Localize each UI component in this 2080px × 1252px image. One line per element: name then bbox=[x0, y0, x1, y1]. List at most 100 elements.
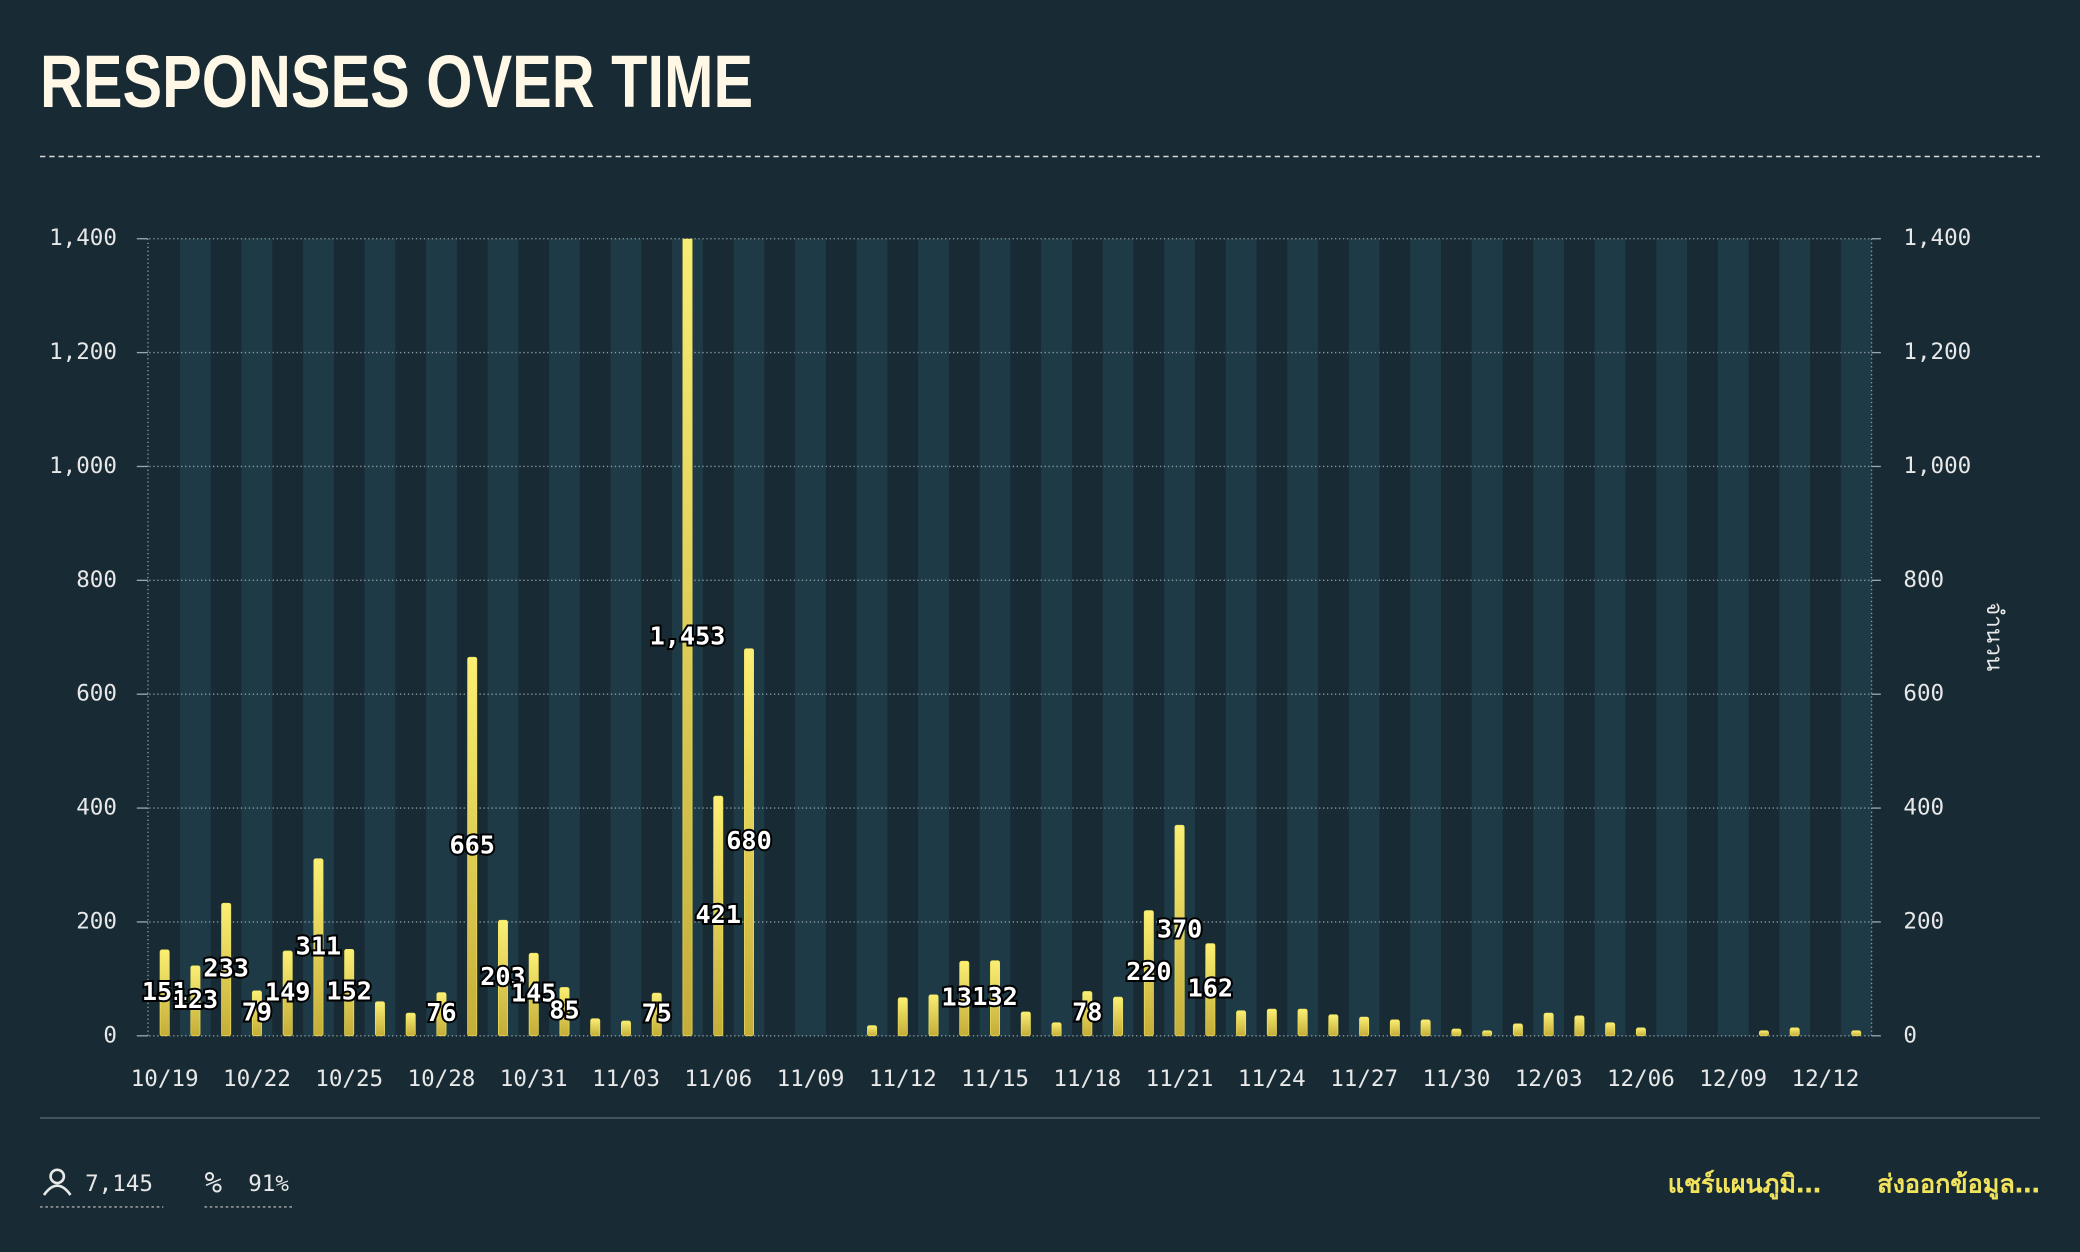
respondents: 7,145 bbox=[39, 1168, 164, 1208]
bar bbox=[1297, 1008, 1308, 1037]
column-stripe bbox=[856, 238, 888, 1036]
bar bbox=[1789, 1027, 1800, 1037]
y-tick-label: 1,200 bbox=[49, 339, 117, 365]
share-chart-link[interactable]: แชร์แผนภูมิ… bbox=[1668, 1170, 1821, 1201]
y-tick-label: 1,400 bbox=[49, 225, 117, 251]
export-data-link[interactable]: ส่งออกข้อมูล… bbox=[1877, 1170, 2040, 1201]
bar bbox=[559, 987, 570, 1037]
value-label: 123 bbox=[173, 985, 219, 1014]
column-stripe bbox=[364, 238, 396, 1036]
x-tick-label: 11/27 bbox=[1330, 1066, 1398, 1092]
bar bbox=[190, 965, 201, 1037]
value-label: 680 bbox=[726, 826, 772, 855]
value-label: 421 bbox=[695, 900, 741, 929]
bar bbox=[282, 950, 293, 1037]
value-label: 152 bbox=[326, 977, 372, 1006]
column-stripe bbox=[610, 238, 642, 1036]
bar bbox=[1328, 1014, 1339, 1037]
column-stripe bbox=[1533, 238, 1565, 1036]
chart-title: RESPONSES OVER TIME bbox=[40, 41, 753, 124]
bar bbox=[744, 648, 754, 1037]
bar bbox=[1113, 996, 1124, 1037]
bar bbox=[1020, 1011, 1031, 1037]
value-label: 85 bbox=[549, 996, 579, 1025]
x-tick-label: 12/03 bbox=[1515, 1066, 1583, 1092]
x-tick-label: 11/18 bbox=[1053, 1066, 1121, 1092]
column-stripe bbox=[1594, 238, 1626, 1036]
x-tick-label: 11/15 bbox=[961, 1066, 1029, 1092]
bar bbox=[1605, 1022, 1616, 1037]
y2-tick-label: 800 bbox=[1903, 567, 1944, 593]
value-label: 162 bbox=[1188, 974, 1234, 1003]
bar bbox=[1389, 1019, 1400, 1037]
bar bbox=[1635, 1027, 1646, 1037]
person-icon bbox=[49, 1168, 66, 1185]
x-tick-label: 12/12 bbox=[1792, 1066, 1860, 1092]
bar bbox=[1205, 943, 1216, 1037]
x-tick-label: 10/25 bbox=[315, 1066, 383, 1092]
y2-axis-label: จำนวน bbox=[1981, 602, 2007, 671]
bar bbox=[497, 919, 508, 1037]
bar bbox=[405, 1012, 416, 1037]
value-label: 132 bbox=[972, 982, 1017, 1011]
bar bbox=[1512, 1023, 1523, 1037]
bar bbox=[1051, 1022, 1062, 1037]
y2-tick-label: 1,200 bbox=[1903, 339, 1971, 365]
y-tick-label: 400 bbox=[76, 795, 117, 821]
column-stripe bbox=[1348, 238, 1380, 1036]
y2-tick-label: 200 bbox=[1903, 908, 1944, 934]
bar bbox=[651, 992, 662, 1037]
value-label: 203 bbox=[480, 962, 525, 991]
bar bbox=[436, 992, 447, 1037]
bar bbox=[221, 902, 232, 1037]
completion-rate: 91% bbox=[248, 1171, 289, 1197]
x-tick-label: 10/19 bbox=[131, 1066, 199, 1092]
column-stripe bbox=[1410, 238, 1441, 1036]
bar bbox=[621, 1020, 631, 1037]
column-stripe bbox=[1041, 238, 1072, 1036]
column-stripe bbox=[979, 238, 1011, 1036]
column-stripe bbox=[426, 238, 457, 1036]
column-stripe bbox=[1656, 238, 1688, 1036]
bar bbox=[1082, 991, 1093, 1037]
value-label: 233 bbox=[203, 953, 249, 982]
y2-tick-label: 1,000 bbox=[1903, 453, 1971, 479]
bar bbox=[1236, 1010, 1247, 1037]
bar bbox=[1359, 1016, 1370, 1037]
bar bbox=[467, 656, 478, 1037]
x-tick-label: 12/09 bbox=[1699, 1066, 1767, 1092]
bars bbox=[159, 238, 1862, 1037]
value-label: 149 bbox=[265, 977, 311, 1006]
column-stripe bbox=[241, 238, 273, 1036]
column-stripe bbox=[1717, 238, 1749, 1036]
x-tick-label: 11/09 bbox=[777, 1066, 845, 1092]
bar bbox=[928, 994, 939, 1037]
bar bbox=[682, 238, 693, 1037]
bar bbox=[990, 960, 1001, 1037]
percent-icon: % bbox=[204, 1165, 222, 1199]
y2-tick-label: 0 bbox=[1903, 1022, 1917, 1048]
bar bbox=[1543, 1012, 1554, 1037]
y-tick-label: 1,000 bbox=[49, 453, 117, 479]
x-tick-label: 10/22 bbox=[223, 1066, 291, 1092]
bar bbox=[344, 948, 355, 1037]
value-label: 79 bbox=[242, 997, 272, 1026]
column-stripe bbox=[180, 238, 211, 1036]
x-tick-label: 11/06 bbox=[684, 1066, 752, 1092]
bar bbox=[374, 1001, 385, 1037]
value-label: 78 bbox=[1072, 998, 1102, 1027]
x-tick-label: 11/30 bbox=[1422, 1066, 1490, 1092]
y-tick-label: 0 bbox=[103, 1022, 117, 1048]
column-stripe bbox=[1779, 238, 1811, 1036]
x-tick-label: 10/31 bbox=[500, 1066, 568, 1092]
value-label: 151 bbox=[142, 977, 188, 1006]
x-tick-label: 11/03 bbox=[592, 1066, 660, 1092]
column-stripe bbox=[795, 238, 826, 1036]
y-tick-label: 800 bbox=[76, 567, 117, 593]
value-label: 370 bbox=[1157, 914, 1203, 943]
value-label: 220 bbox=[1126, 957, 1172, 986]
value-label: 75 bbox=[642, 998, 672, 1027]
bar bbox=[1451, 1028, 1462, 1037]
column-stripe bbox=[1471, 238, 1503, 1036]
